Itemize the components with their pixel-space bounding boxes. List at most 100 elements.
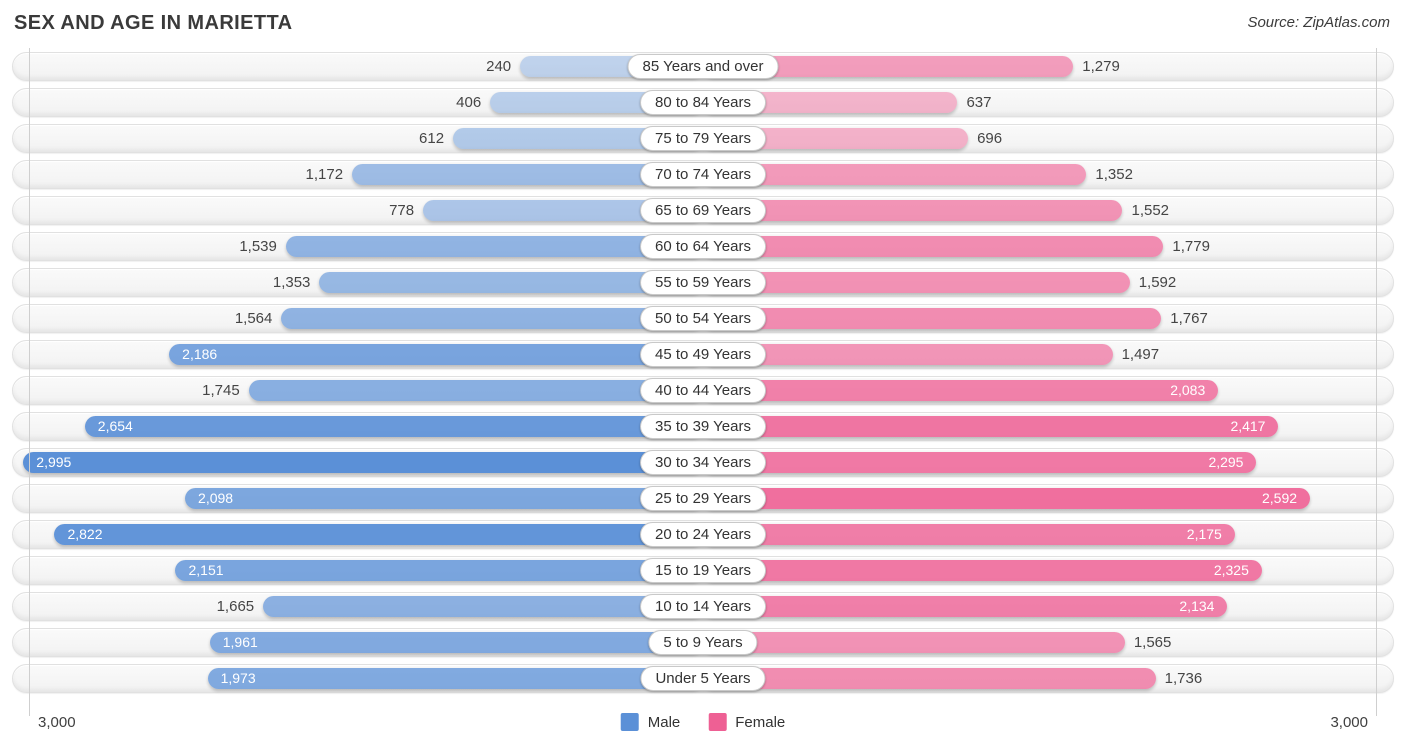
male-bar bbox=[285, 236, 703, 257]
age-group-label: 20 to 24 Years bbox=[640, 522, 766, 547]
male-value-label-inside: 2,186 bbox=[182, 346, 218, 362]
age-group-label: 70 to 74 Years bbox=[640, 162, 766, 187]
male-bar: 2,654 bbox=[84, 416, 703, 437]
male-bar bbox=[281, 308, 703, 329]
male-bar: 2,822 bbox=[54, 524, 703, 545]
female-bar: 2,175 bbox=[703, 524, 1235, 545]
male-bar bbox=[248, 380, 703, 401]
female-value-label-inside: 2,083 bbox=[1170, 382, 1206, 398]
female-bar: 2,325 bbox=[703, 560, 1262, 581]
female-bar bbox=[703, 236, 1164, 257]
female-bar bbox=[703, 308, 1162, 329]
male-bar: 2,186 bbox=[169, 344, 703, 365]
female-bar bbox=[703, 92, 958, 113]
female-value-label-inside: 2,325 bbox=[1213, 562, 1249, 578]
female-bar: 2,417 bbox=[703, 416, 1279, 437]
age-row: 240 1,279 85 Years and over bbox=[12, 52, 1394, 81]
axis-max-right: 3,000 bbox=[1330, 713, 1368, 731]
female-bar: 2,592 bbox=[703, 488, 1311, 509]
axis-gridline-left bbox=[29, 48, 30, 716]
age-group-label: 75 to 79 Years bbox=[640, 126, 766, 151]
female-bar bbox=[703, 164, 1087, 185]
male-bar bbox=[319, 272, 703, 293]
male-value-label: 240 bbox=[486, 58, 512, 75]
female-value-label-inside: 2,417 bbox=[1230, 418, 1266, 434]
age-group-label: 35 to 39 Years bbox=[640, 414, 766, 439]
age-row: 612 696 75 to 79 Years bbox=[12, 124, 1394, 153]
male-value-label-inside: 1,973 bbox=[220, 670, 256, 686]
female-value-label-inside: 2,592 bbox=[1262, 490, 1298, 506]
male-value-label: 1,172 bbox=[305, 166, 344, 183]
male-value-label-inside: 2,995 bbox=[36, 454, 72, 470]
female-value-label: 1,767 bbox=[1170, 310, 1208, 327]
female-value-label: 1,552 bbox=[1131, 202, 1170, 219]
chart-header: SEX AND AGE IN MARIETTA Source: ZipAtlas… bbox=[0, 0, 1406, 44]
age-group-label: 30 to 34 Years bbox=[640, 450, 766, 475]
female-value-label: 637 bbox=[966, 94, 992, 111]
age-row: 2,134 1,665 10 to 14 Years bbox=[12, 592, 1394, 621]
age-row: 2,995 2,295 30 to 34 Years bbox=[12, 448, 1394, 477]
male-value-label-inside: 1,961 bbox=[222, 634, 258, 650]
male-value-label-inside: 2,822 bbox=[67, 526, 103, 542]
male-value-label-inside: 2,151 bbox=[188, 562, 224, 578]
age-group-label: 65 to 69 Years bbox=[640, 198, 766, 223]
female-value-label: 696 bbox=[977, 130, 1003, 147]
age-row: 2,083 1,745 40 to 44 Years bbox=[12, 376, 1394, 405]
age-row: 2,098 2,592 25 to 29 Years bbox=[12, 484, 1394, 513]
male-bar: 1,973 bbox=[207, 668, 703, 689]
female-bar: 2,083 bbox=[703, 380, 1219, 401]
age-group-label: 45 to 49 Years bbox=[640, 342, 766, 367]
male-bar: 2,098 bbox=[185, 488, 703, 509]
male-bar: 2,995 bbox=[23, 452, 703, 473]
female-bar bbox=[703, 128, 969, 149]
age-group-label: 50 to 54 Years bbox=[640, 306, 766, 331]
male-bar: 2,151 bbox=[175, 560, 703, 581]
legend-male-label: Male bbox=[647, 713, 681, 731]
male-bar: 1,961 bbox=[209, 632, 703, 653]
age-row: 1,353 1,592 55 to 59 Years bbox=[12, 268, 1394, 297]
age-group-label: Under 5 Years bbox=[640, 666, 766, 691]
legend-male-swatch bbox=[620, 713, 639, 731]
female-value-label: 1,779 bbox=[1172, 238, 1210, 255]
axis-gridline-right bbox=[1376, 48, 1377, 716]
source-credit: Source: ZipAtlas.com bbox=[1247, 14, 1390, 31]
female-value-label-inside: 2,134 bbox=[1179, 598, 1215, 614]
age-group-label: 80 to 84 Years bbox=[640, 90, 766, 115]
female-value-label: 1,497 bbox=[1121, 346, 1160, 363]
population-pyramid-chart: 240 1,279 85 Years and over 406 637 80 t… bbox=[0, 44, 1406, 734]
female-bar: 2,134 bbox=[703, 596, 1228, 617]
age-row: 2,822 2,175 20 to 24 Years bbox=[12, 520, 1394, 549]
male-value-label: 1,564 bbox=[234, 310, 273, 327]
age-row: 1,973 1,736 Under 5 Years bbox=[12, 664, 1394, 693]
age-group-label: 60 to 64 Years bbox=[640, 234, 766, 259]
legend-female-swatch bbox=[708, 713, 727, 731]
age-row: 2,654 2,417 35 to 39 Years bbox=[12, 412, 1394, 441]
female-value-label: 1,565 bbox=[1133, 634, 1172, 651]
female-bar bbox=[703, 272, 1130, 293]
female-bar bbox=[703, 668, 1156, 689]
axis-max-left: 3,000 bbox=[38, 713, 76, 731]
male-value-label: 406 bbox=[456, 94, 482, 111]
female-value-label: 1,736 bbox=[1164, 670, 1203, 687]
age-group-label: 25 to 29 Years bbox=[640, 486, 766, 511]
female-value-label-inside: 2,295 bbox=[1208, 454, 1244, 470]
female-value-label: 1,279 bbox=[1082, 58, 1120, 75]
age-group-label: 15 to 19 Years bbox=[640, 558, 766, 583]
male-value-label: 1,665 bbox=[216, 598, 255, 615]
female-bar: 2,295 bbox=[703, 452, 1257, 473]
age-row: 406 637 80 to 84 Years bbox=[12, 88, 1394, 117]
age-row: 2,186 1,497 45 to 49 Years bbox=[12, 340, 1394, 369]
female-bar bbox=[703, 632, 1125, 653]
age-row: 1,539 1,779 60 to 64 Years bbox=[12, 232, 1394, 261]
age-row: 778 1,552 65 to 69 Years bbox=[12, 196, 1394, 225]
age-row: 1,961 1,565 5 to 9 Years bbox=[12, 628, 1394, 657]
male-bar bbox=[263, 596, 703, 617]
age-group-label: 55 to 59 Years bbox=[640, 270, 766, 295]
male-value-label: 1,745 bbox=[202, 382, 240, 399]
female-bar bbox=[703, 56, 1074, 77]
age-group-label: 85 Years and over bbox=[627, 54, 779, 79]
female-bar bbox=[703, 200, 1123, 221]
age-row: 2,151 2,325 15 to 19 Years bbox=[12, 556, 1394, 585]
female-value-label: 1,352 bbox=[1095, 166, 1133, 183]
legend-female-label: Female bbox=[735, 713, 786, 731]
